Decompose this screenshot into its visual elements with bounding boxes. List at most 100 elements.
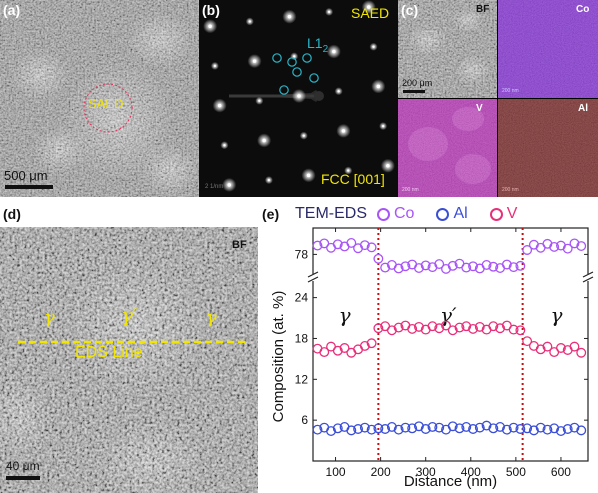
panel-d-scale-label: 40 μm [6, 459, 40, 473]
panel-b-label: (b) [202, 2, 220, 18]
data-point-v [515, 325, 526, 336]
diffraction-spot-core [302, 134, 305, 137]
data-point-v [549, 347, 560, 358]
y-tick-label: 24 [295, 291, 309, 305]
panel-c-scale-bar [403, 90, 425, 93]
diffraction-spot-core [332, 49, 336, 54]
data-point-al [468, 424, 478, 434]
diffraction-spot-core [217, 103, 222, 108]
panel-d-bf-label: BF [232, 239, 247, 251]
data-point-co [495, 263, 506, 273]
data-point-v [366, 338, 377, 349]
legend-v-marker [489, 207, 503, 221]
panel-e-legend: TEM-EDS Co Al V [295, 203, 517, 225]
data-point-co [413, 263, 424, 273]
panel-d-gamma-right: γ [206, 307, 217, 328]
data-point-co [542, 238, 553, 249]
data-point-co [312, 240, 323, 251]
diffraction-spot-core [306, 173, 311, 178]
data-point-al [481, 420, 492, 431]
data-point-v [407, 323, 418, 334]
panel-b-l12-text: L1 [307, 35, 323, 51]
panel-e-label: (e) [262, 206, 280, 222]
legend-co-marker [377, 207, 390, 221]
legend-title: TEM-EDS [295, 205, 367, 222]
data-point-co [562, 243, 573, 254]
data-point-co [508, 262, 519, 273]
panel-a-scale-bar [5, 185, 53, 189]
panel-c-al-small-scale: 200 nm [502, 187, 519, 193]
axis-break-gap-right [584, 274, 592, 281]
diffraction-spot-core [376, 84, 381, 89]
panel-d-gamma-prime: γ′ [121, 303, 138, 327]
panel-a-scale-label: 500 μm [4, 168, 48, 183]
data-point-v [386, 325, 397, 336]
data-point-al [353, 424, 364, 434]
axis-break-mark [307, 276, 319, 283]
data-point-al [508, 422, 519, 433]
phase-label-gamma-prime: γ′ [440, 303, 457, 327]
data-point-v [481, 324, 492, 335]
data-point-co [393, 263, 404, 274]
panel-c-co-small-scale: 200 nm [502, 88, 519, 94]
diffraction-spot-core [248, 20, 251, 23]
data-point-co [447, 260, 458, 271]
data-point-v [474, 321, 485, 332]
panel-b-zone-axis: FCC [001] [321, 171, 385, 187]
x-tick-label: 300 [416, 465, 436, 479]
data-point-al [373, 423, 384, 434]
data-point-v [522, 336, 533, 347]
data-point-co [400, 261, 411, 272]
diffraction-spot-core [382, 124, 385, 128]
data-point-v [528, 341, 539, 351]
data-point-v [353, 344, 364, 355]
l12-superlattice-marker [287, 57, 297, 67]
data-point-v [468, 323, 478, 334]
panel-a-label: (a) [3, 2, 21, 18]
panel-c-al-label: Al [578, 103, 588, 114]
data-point-co [386, 260, 397, 270]
data-point-v [393, 322, 404, 333]
panel-b-saed-label: SAED [351, 5, 390, 21]
data-point-v [508, 324, 519, 335]
l12-superlattice-marker [279, 85, 289, 95]
diffraction-spot-core [297, 94, 301, 98]
diffraction-spot-core [347, 169, 350, 172]
data-point-co [576, 241, 587, 251]
data-point-co [326, 242, 336, 253]
data-point-al [549, 423, 560, 434]
diffraction-spot-core [293, 55, 296, 58]
data-point-al [393, 424, 404, 435]
y-axis-label: Composition (at. %) [270, 291, 287, 423]
panel-c-v-small-scale: 200 nm [402, 187, 419, 193]
data-point-al [556, 426, 566, 436]
data-point-co [528, 239, 539, 250]
legend-co-label: Co [394, 205, 415, 222]
diffraction-spot-core [287, 14, 292, 19]
data-point-al [569, 422, 580, 433]
data-point-v [447, 325, 458, 336]
data-point-co [339, 241, 350, 252]
data-point-co [380, 262, 391, 273]
diffraction-spot-core [267, 179, 271, 182]
data-point-al [319, 422, 330, 433]
panel-d-label: (d) [3, 206, 21, 222]
data-point-al [366, 424, 377, 435]
data-point-v [461, 321, 472, 332]
data-point-v [326, 341, 336, 352]
diffraction-spot-core [386, 163, 390, 168]
data-point-co [461, 262, 472, 273]
data-point-co [454, 258, 465, 269]
data-point-v [576, 347, 587, 358]
data-point-al [488, 423, 499, 434]
data-point-v [495, 323, 506, 334]
diffraction-spot-core [258, 99, 261, 102]
data-point-v [427, 321, 438, 332]
diffraction-spot-core [252, 59, 257, 63]
data-point-co [346, 238, 357, 248]
data-point-v [556, 343, 566, 353]
panel-b-l12-label: L12 [307, 35, 328, 55]
diffraction-spot-core [208, 24, 212, 29]
data-point-v [569, 341, 580, 352]
phase-label-gamma-left: γ [339, 303, 351, 327]
